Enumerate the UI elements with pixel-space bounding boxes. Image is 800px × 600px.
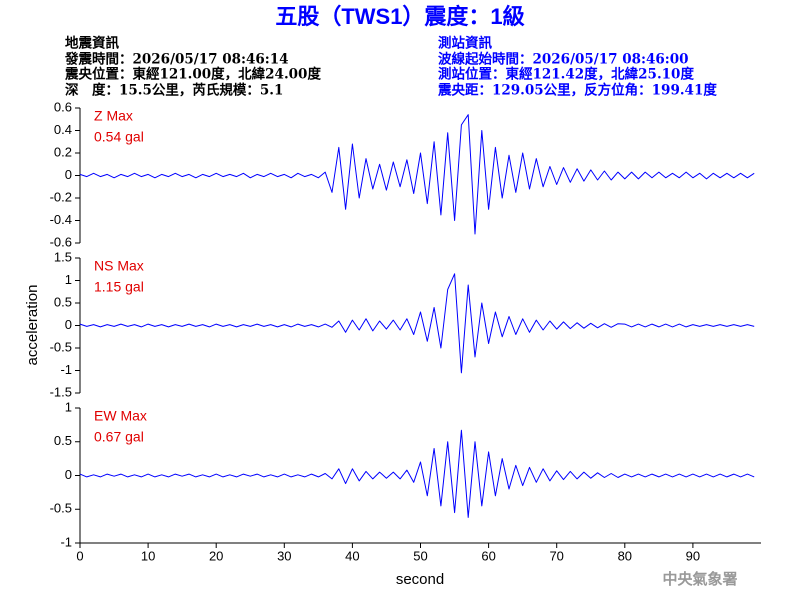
max-label: 0.67 gal xyxy=(94,429,144,445)
info-text: 震央距：129.05公里，反方位角：199.41度 xyxy=(437,82,717,99)
x-tick-label: 50 xyxy=(413,548,427,563)
chart-title: 五股（TWS1）震度：1級 xyxy=(275,4,524,29)
x-tick-label: 80 xyxy=(618,548,632,563)
info-text: 深 度：15.5公里，芮氏規模：5.1 xyxy=(65,82,283,99)
info-text: 測站資訊 xyxy=(438,35,492,52)
y-tick-label: 0.5 xyxy=(54,294,72,309)
y-tick-label: 0.5 xyxy=(54,433,72,448)
y-tick-label: 0.2 xyxy=(54,144,72,159)
x-tick-label: 30 xyxy=(277,548,291,563)
panel-label: Z Max xyxy=(94,108,133,124)
panel-label: EW Max xyxy=(94,408,147,424)
x-tick-label: 40 xyxy=(345,548,359,563)
x-tick-label: 70 xyxy=(549,548,563,563)
info-text: 波線起始時間：2026/05/17 08:46:00 xyxy=(438,51,689,68)
y-tick-label: 1 xyxy=(65,399,72,414)
y-tick-label: 0.4 xyxy=(54,122,72,137)
y-tick-label: 0 xyxy=(65,167,72,182)
y-tick-label: -1 xyxy=(60,362,72,377)
waveform xyxy=(79,114,755,235)
max-label: 0.54 gal xyxy=(94,129,144,145)
y-tick-label: -1.5 xyxy=(50,384,72,399)
x-tick-label: 0 xyxy=(76,548,83,563)
x-tick-label: 60 xyxy=(481,548,495,563)
max-label: 1.15 gal xyxy=(94,279,144,295)
y-tick-label: -0.5 xyxy=(50,501,72,516)
y-tick-label: -0.6 xyxy=(50,234,72,249)
y-tick-label: -1 xyxy=(60,534,72,549)
y-tick-label: -0.2 xyxy=(50,189,72,204)
x-axis-label: second xyxy=(396,571,444,588)
y-tick-label: -0.5 xyxy=(50,339,72,354)
y-tick-label: -0.4 xyxy=(50,212,72,227)
x-tick-label: 20 xyxy=(209,548,223,563)
waveform xyxy=(79,429,755,518)
y-tick-label: 0 xyxy=(65,317,72,332)
info-text: 發震時間：2026/05/17 08:46:14 xyxy=(64,51,289,68)
y-tick-label: 1 xyxy=(65,272,72,287)
y-axis-label: acceleration xyxy=(24,285,41,366)
y-tick-label: 0 xyxy=(65,467,72,482)
waveform xyxy=(79,273,755,374)
footer: 中央氣象署 xyxy=(662,570,737,588)
x-tick-label: 90 xyxy=(686,548,700,563)
info-text: 地震資訊 xyxy=(65,35,119,52)
panel-label: NS Max xyxy=(94,258,144,274)
x-tick-label: 10 xyxy=(141,548,155,563)
info-text: 震央位置：東經121.00度，北緯24.00度 xyxy=(64,66,321,83)
y-tick-label: 0.6 xyxy=(54,99,72,114)
info-text: 測站位置：東經121.42度，北緯25.10度 xyxy=(438,66,694,83)
y-tick-label: 1.5 xyxy=(54,249,72,264)
